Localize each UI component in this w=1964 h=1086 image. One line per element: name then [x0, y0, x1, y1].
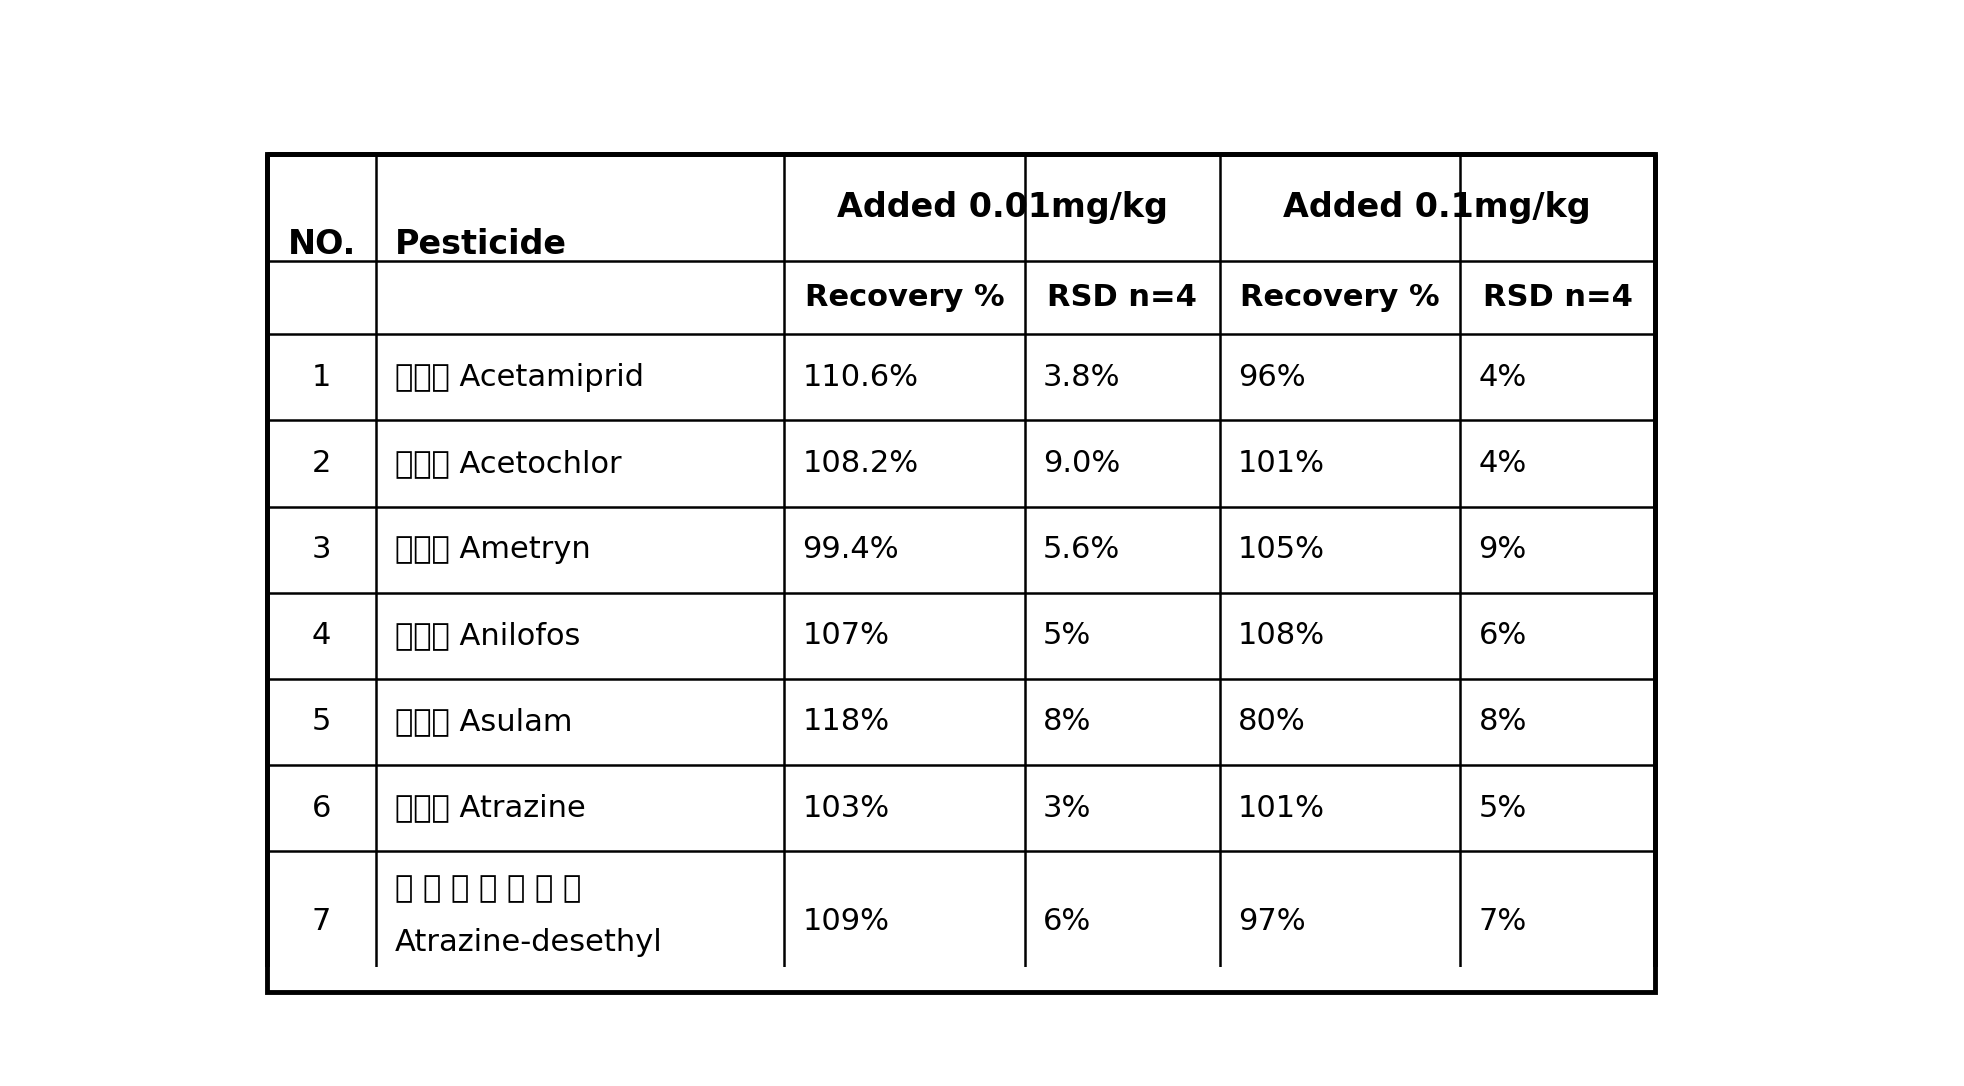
Text: 108.2%: 108.2% [803, 449, 919, 478]
Text: 4%: 4% [1479, 363, 1526, 392]
Text: 5%: 5% [1479, 794, 1526, 822]
Text: 96%: 96% [1237, 363, 1306, 392]
Text: Pesticide: Pesticide [395, 228, 568, 261]
Text: 108%: 108% [1237, 621, 1326, 651]
Text: 103%: 103% [803, 794, 890, 822]
Text: 7: 7 [312, 907, 332, 936]
Text: 6%: 6% [1479, 621, 1526, 651]
Text: 109%: 109% [803, 907, 890, 936]
Text: 107%: 107% [803, 621, 890, 651]
Text: 碗草灵 Asulam: 碗草灵 Asulam [395, 707, 572, 736]
Text: 4: 4 [312, 621, 332, 651]
Text: 4%: 4% [1479, 449, 1526, 478]
Text: 9%: 9% [1479, 535, 1526, 565]
Text: Added 0.01mg/kg: Added 0.01mg/kg [837, 191, 1167, 224]
Text: 3: 3 [312, 535, 332, 565]
Text: 101%: 101% [1237, 794, 1326, 822]
Text: 9.0%: 9.0% [1043, 449, 1119, 478]
Text: 莎稗磷 Anilofos: 莎稗磷 Anilofos [395, 621, 579, 651]
Text: 3%: 3% [1043, 794, 1092, 822]
Text: Recovery %: Recovery % [1239, 283, 1440, 312]
Text: Recovery %: Recovery % [805, 283, 1004, 312]
Text: 1: 1 [312, 363, 332, 392]
Text: 99.4%: 99.4% [803, 535, 900, 565]
Text: 6: 6 [312, 794, 332, 822]
Text: 脱 乙 基 阿 特 拉 津: 脱 乙 基 阿 特 拉 津 [395, 874, 581, 904]
Text: Added 0.1mg/kg: Added 0.1mg/kg [1284, 191, 1591, 224]
Text: 97%: 97% [1237, 907, 1306, 936]
Text: 110.6%: 110.6% [803, 363, 919, 392]
Text: 118%: 118% [803, 707, 890, 736]
Text: 7%: 7% [1479, 907, 1526, 936]
Text: Atrazine-desethyl: Atrazine-desethyl [395, 927, 662, 957]
Text: 嘎虫脺 Acetamiprid: 嘎虫脺 Acetamiprid [395, 363, 644, 392]
Text: 80%: 80% [1237, 707, 1306, 736]
Text: 莓去津 Atrazine: 莓去津 Atrazine [395, 794, 585, 822]
Text: 3.8%: 3.8% [1043, 363, 1121, 392]
Text: RSD n=4: RSD n=4 [1047, 283, 1198, 312]
Text: NO.: NO. [287, 228, 355, 261]
Text: 5.6%: 5.6% [1043, 535, 1119, 565]
Text: 莓灭净 Ametryn: 莓灭净 Ametryn [395, 535, 591, 565]
Text: 6%: 6% [1043, 907, 1092, 936]
Text: 8%: 8% [1043, 707, 1092, 736]
Text: 5%: 5% [1043, 621, 1092, 651]
Text: 101%: 101% [1237, 449, 1326, 478]
Text: 2: 2 [312, 449, 332, 478]
Text: RSD n=4: RSD n=4 [1483, 283, 1632, 312]
Text: 5: 5 [312, 707, 332, 736]
Text: 乙草胺 Acetochlor: 乙草胺 Acetochlor [395, 449, 621, 478]
Text: 8%: 8% [1479, 707, 1526, 736]
Text: 105%: 105% [1237, 535, 1326, 565]
